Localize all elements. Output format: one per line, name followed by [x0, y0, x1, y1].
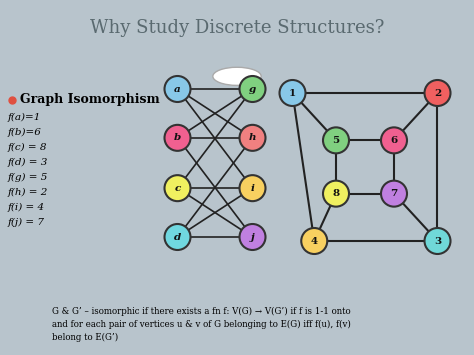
Circle shape	[280, 80, 306, 106]
Circle shape	[164, 224, 191, 250]
Circle shape	[164, 76, 191, 102]
Text: a: a	[174, 84, 181, 93]
Text: f(j) = 7: f(j) = 7	[8, 217, 45, 226]
Text: h: h	[249, 133, 256, 142]
Circle shape	[425, 80, 450, 106]
Circle shape	[381, 181, 407, 207]
Text: f(g) = 5: f(g) = 5	[8, 173, 48, 181]
Text: f(c) = 8: f(c) = 8	[8, 142, 47, 152]
Text: j: j	[251, 233, 255, 241]
Text: b: b	[174, 133, 181, 142]
Circle shape	[301, 228, 327, 254]
Text: f(a)=1: f(a)=1	[8, 113, 41, 121]
Ellipse shape	[213, 67, 261, 86]
Circle shape	[323, 181, 349, 207]
Circle shape	[381, 127, 407, 153]
Text: 3: 3	[434, 236, 441, 246]
Circle shape	[239, 175, 265, 201]
Circle shape	[239, 224, 265, 250]
Text: 8: 8	[332, 189, 339, 198]
Circle shape	[323, 127, 349, 153]
Text: 4: 4	[310, 236, 318, 246]
Text: 5: 5	[332, 136, 339, 145]
Text: c: c	[174, 184, 181, 193]
Text: i: i	[250, 184, 255, 193]
Text: Graph Isomorphism: Graph Isomorphism	[20, 93, 160, 106]
Text: 7: 7	[391, 189, 398, 198]
Text: Why Study Discrete Structures?: Why Study Discrete Structures?	[90, 20, 384, 37]
Circle shape	[164, 175, 191, 201]
Text: 1: 1	[289, 88, 296, 98]
Text: 6: 6	[391, 136, 398, 145]
Text: f(d) = 3: f(d) = 3	[8, 157, 48, 166]
Circle shape	[164, 125, 191, 151]
Text: f(h) = 2: f(h) = 2	[8, 187, 48, 197]
Text: d: d	[174, 233, 181, 241]
Circle shape	[425, 228, 450, 254]
Circle shape	[239, 76, 265, 102]
Text: f(i) = 4: f(i) = 4	[8, 202, 45, 212]
Text: G & G’ – isomorphic if there exists a fn f: V(G) → V(G’) if f is 1-1 onto
and fo: G & G’ – isomorphic if there exists a fn…	[52, 307, 351, 342]
Text: 2: 2	[434, 88, 441, 98]
Text: f(b)=6: f(b)=6	[8, 127, 42, 137]
Circle shape	[239, 125, 265, 151]
Text: g: g	[249, 84, 256, 93]
